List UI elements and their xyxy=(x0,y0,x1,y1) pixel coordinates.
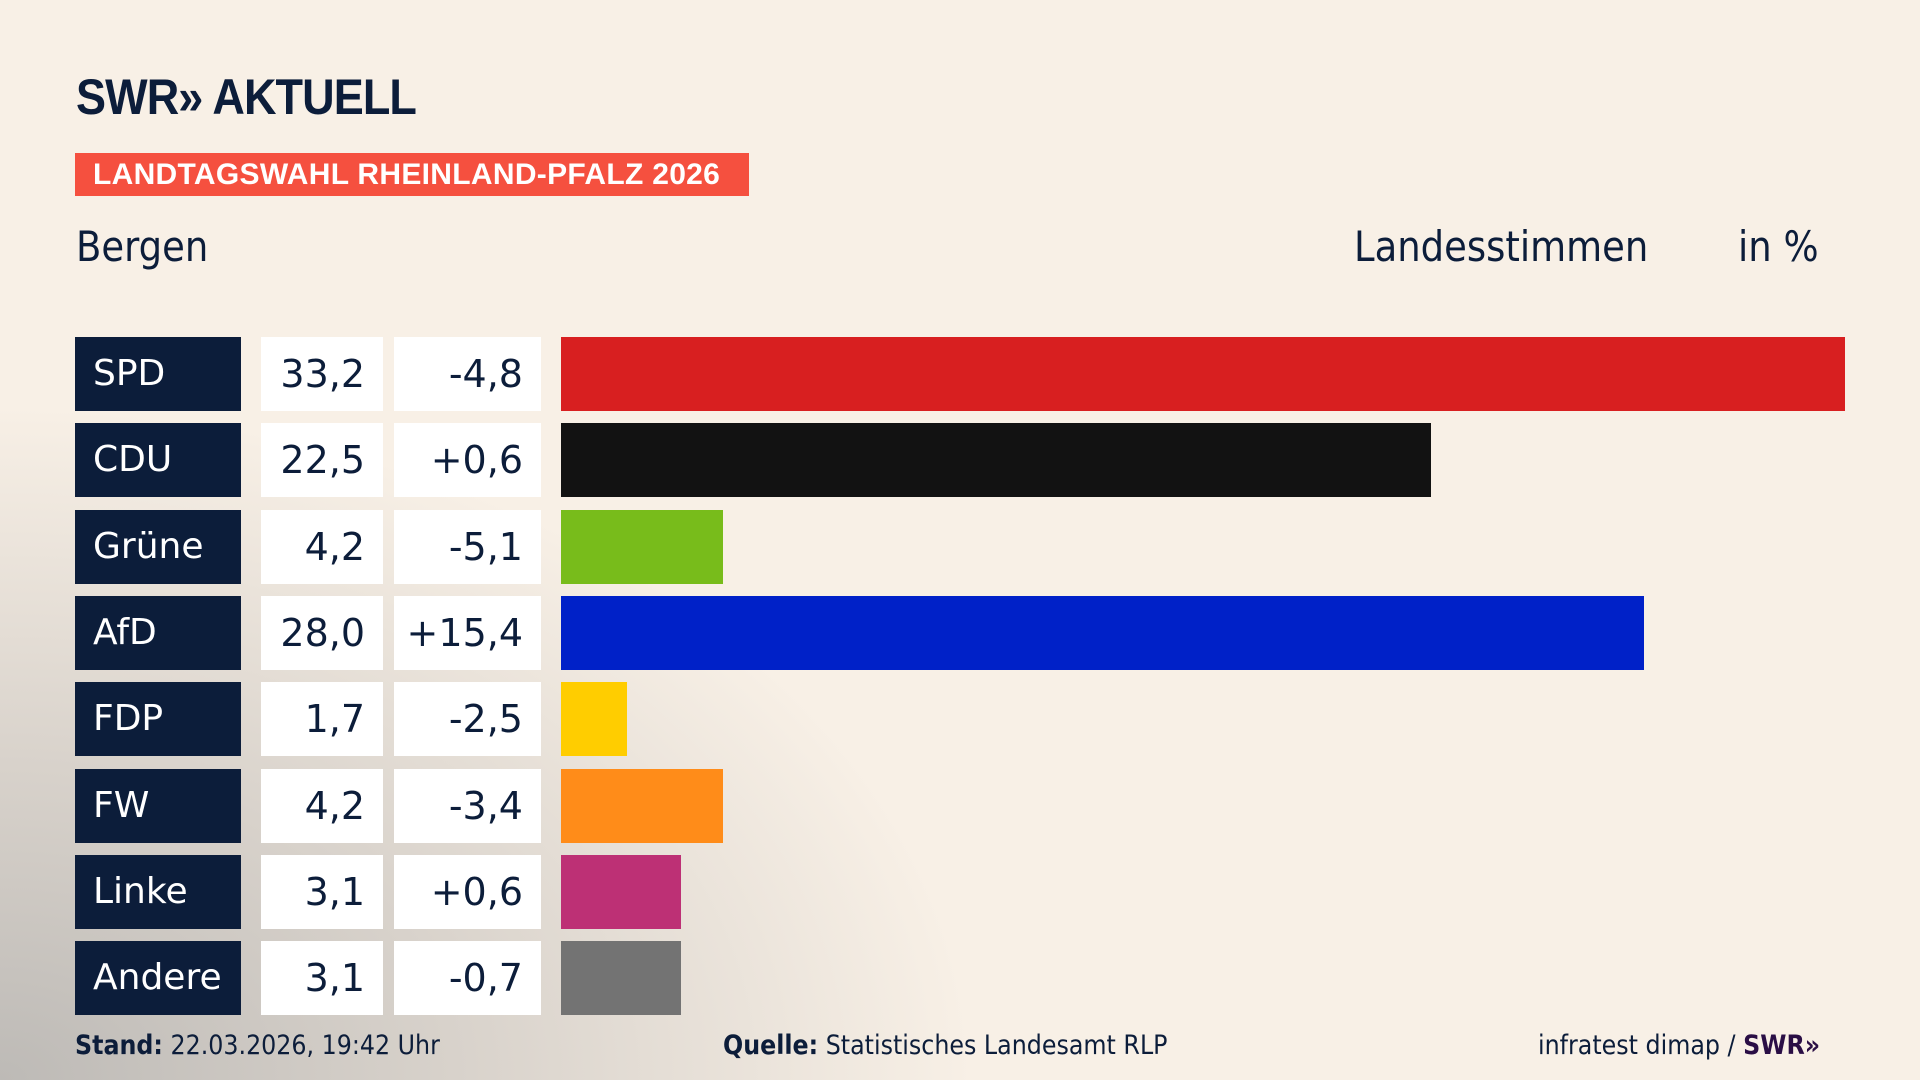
bar-afd xyxy=(561,595,1644,670)
party-label: Linke xyxy=(75,854,241,929)
value-label: 28,0 xyxy=(261,595,383,670)
result-row: FW 4,2 -3,4 xyxy=(0,768,1920,843)
party-label: FW xyxy=(75,768,241,843)
value-label: 4,2 xyxy=(261,768,383,843)
election-banner: LANDTAGSWAHL RHEINLAND-PFALZ 2026 xyxy=(75,153,749,196)
value-label: 4,2 xyxy=(261,509,383,584)
diff-label: +0,6 xyxy=(394,423,541,498)
diff-label: -4,8 xyxy=(394,337,541,411)
vote-type-label: Landesstimmen xyxy=(1354,222,1649,271)
unit-label: in % xyxy=(1738,222,1819,271)
value-label: 22,5 xyxy=(261,423,383,498)
bar-andere xyxy=(561,941,681,1016)
stand-value: 22.03.2026, 19:42 Uhr xyxy=(170,1030,440,1061)
source-label: Quelle: xyxy=(723,1030,819,1061)
result-row: Linke 3,1 +0,6 xyxy=(0,854,1920,929)
diff-label: -5,1 xyxy=(394,509,541,584)
diff-label: +0,6 xyxy=(394,854,541,929)
value-label: 3,1 xyxy=(261,941,383,1016)
party-label: Grüne xyxy=(75,509,241,584)
party-label: Andere xyxy=(75,941,241,1016)
bar-fdp xyxy=(561,682,627,757)
diff-label: +15,4 xyxy=(394,595,541,670)
party-label: SPD xyxy=(75,337,241,411)
timestamp: Stand: 22.03.2026, 19:42 Uhr xyxy=(75,1030,440,1061)
swr-logo: SWR» xyxy=(1743,1030,1821,1061)
bar-cdu xyxy=(561,423,1432,498)
result-row: SPD 33,2 -4,8 xyxy=(0,337,1920,411)
credit: infratest dimap / SWR» xyxy=(1538,1030,1820,1061)
bar-linke xyxy=(561,854,681,929)
value-label: 33,2 xyxy=(261,337,383,411)
swr-aktuell-logo: SWR» AKTUELL xyxy=(76,69,417,125)
result-row: AfD 28,0 +15,4 xyxy=(0,595,1920,670)
stand-label: Stand: xyxy=(75,1030,163,1061)
party-label: FDP xyxy=(75,682,241,757)
diff-label: -2,5 xyxy=(394,682,541,757)
diff-label: -3,4 xyxy=(394,768,541,843)
credit-text: infratest dimap / xyxy=(1538,1030,1736,1061)
result-row: Grüne 4,2 -5,1 xyxy=(0,509,1920,584)
result-row: CDU 22,5 +0,6 xyxy=(0,423,1920,498)
region-name: Bergen xyxy=(76,222,209,271)
bar-grüne xyxy=(561,509,724,584)
party-label: AfD xyxy=(75,595,241,670)
bar-fw xyxy=(561,768,724,843)
diff-label: -0,7 xyxy=(394,941,541,1016)
party-label: CDU xyxy=(75,423,241,498)
result-row: Andere 3,1 -0,7 xyxy=(0,941,1920,1016)
bar-spd xyxy=(561,337,1845,411)
value-label: 1,7 xyxy=(261,682,383,757)
result-row: FDP 1,7 -2,5 xyxy=(0,682,1920,757)
source-value: Statistisches Landesamt RLP xyxy=(825,1030,1168,1061)
value-label: 3,1 xyxy=(261,854,383,929)
source: Quelle: Statistisches Landesamt RLP xyxy=(723,1030,1168,1061)
